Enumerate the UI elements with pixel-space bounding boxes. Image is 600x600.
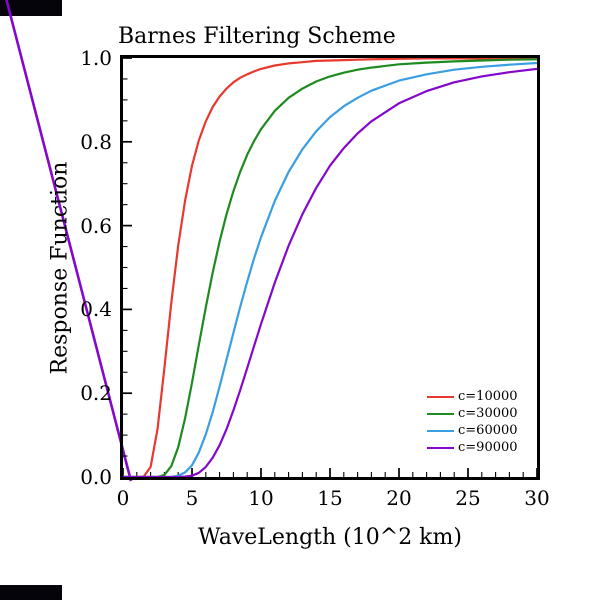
x-tick-label: 0 bbox=[116, 486, 130, 510]
legend-label: c=60000 bbox=[458, 423, 518, 438]
legend-item: c=60000 bbox=[427, 422, 518, 439]
y-tick-label: 1.0 bbox=[80, 46, 112, 70]
legend-line-swatch bbox=[427, 446, 454, 449]
legend-label: c=30000 bbox=[458, 406, 518, 421]
chart-title: Barnes Filtering Scheme bbox=[118, 24, 396, 49]
x-tick-label: 25 bbox=[455, 486, 481, 510]
series-line-c-30000 bbox=[123, 58, 537, 477]
series-line-c-60000 bbox=[123, 61, 537, 477]
legend-item: c=30000 bbox=[427, 405, 518, 422]
y-tick-label: 0.4 bbox=[80, 297, 112, 322]
legend-line-swatch bbox=[427, 429, 454, 432]
series-line-c-10000 bbox=[123, 58, 537, 477]
y-tick-label: 0.8 bbox=[80, 129, 112, 154]
legend: c=10000 c=30000 c=60000 c=90000 bbox=[427, 388, 518, 456]
x-axis-label: WaveLength (10^2 km) bbox=[198, 525, 462, 550]
legend-item: c=90000 bbox=[427, 439, 518, 456]
chart-canvas bbox=[123, 58, 537, 477]
series-line-c-90000 bbox=[123, 67, 537, 477]
legend-item: c=10000 bbox=[427, 388, 518, 405]
screen-artifact-bar-bottom bbox=[0, 585, 62, 600]
x-tick-label: 10 bbox=[248, 486, 274, 510]
legend-line-swatch bbox=[427, 412, 454, 415]
x-tick-label: 5 bbox=[185, 486, 199, 510]
x-tick-label: 20 bbox=[386, 486, 412, 510]
y-tick-label: 0.2 bbox=[80, 381, 112, 406]
legend-label: c=90000 bbox=[458, 440, 518, 455]
y-tick-label: 0.6 bbox=[80, 213, 112, 238]
x-tick-label: 15 bbox=[317, 486, 343, 510]
y-axis-label-text: Response Function bbox=[47, 161, 73, 375]
x-tick-label: 30 bbox=[524, 486, 550, 510]
screen-artifact-bar-top bbox=[0, 0, 62, 16]
legend-line-swatch bbox=[427, 395, 454, 398]
legend-label: c=10000 bbox=[458, 389, 518, 404]
y-tick-label: 0.0 bbox=[80, 465, 112, 489]
